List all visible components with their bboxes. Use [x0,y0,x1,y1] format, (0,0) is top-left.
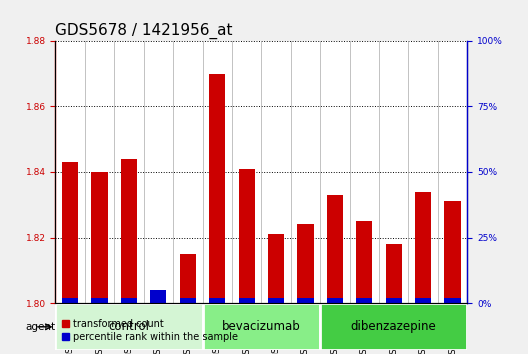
Text: control: control [108,320,149,333]
Bar [121,298,137,303]
Bar [62,162,78,303]
Bar [180,298,196,303]
Bar [445,298,460,303]
Text: bevacizumab: bevacizumab [222,320,301,333]
Bar [385,244,402,303]
Bar [209,298,225,303]
Bar [268,298,284,303]
Bar [121,159,137,303]
Bar [239,298,254,303]
Bar [327,195,343,303]
Bar [55,303,203,350]
Bar [327,298,343,303]
Bar [91,172,108,303]
Bar [180,254,196,303]
Bar [268,234,284,303]
Bar [356,298,372,303]
Bar [209,74,225,303]
Bar [239,169,254,303]
Bar [356,221,372,303]
Text: agent: agent [25,322,55,332]
Bar [415,298,431,303]
Bar [415,192,431,303]
Text: GDS5678 / 1421956_at: GDS5678 / 1421956_at [55,23,233,39]
Bar [150,290,166,303]
Bar [320,303,467,350]
Bar [297,224,314,303]
Bar [445,201,460,303]
Bar [297,298,314,303]
Bar [385,298,402,303]
Text: dibenzazepine: dibenzazepine [351,320,437,333]
Legend: transformed count, percentile rank within the sample: transformed count, percentile rank withi… [58,315,242,346]
Bar [203,303,320,350]
Bar [91,298,108,303]
Bar [62,298,78,303]
